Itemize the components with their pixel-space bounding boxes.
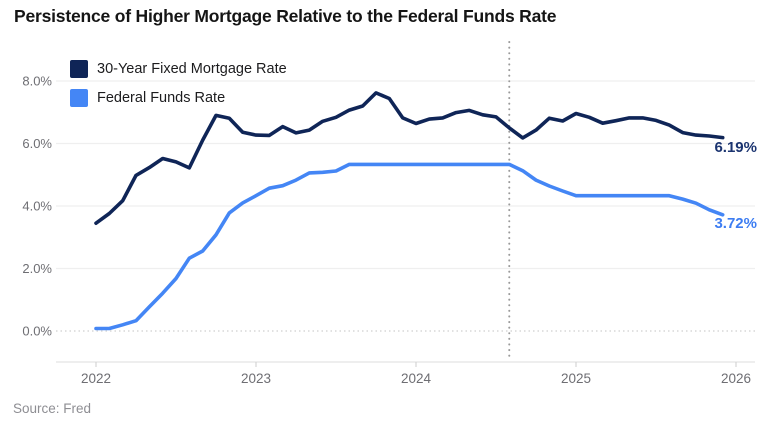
svg-text:2022: 2022 — [81, 371, 111, 386]
chart-title: Persistence of Higher Mortgage Relative … — [14, 6, 557, 26]
legend-item-fed-funds: Federal Funds Rate — [70, 88, 287, 107]
legend-swatch-mortgage-icon — [70, 59, 88, 78]
svg-text:2023: 2023 — [241, 371, 271, 386]
source-attribution: Source: Fred — [13, 401, 92, 416]
svg-text:2025: 2025 — [561, 371, 591, 386]
fed-funds-end-value-label: 3.72% — [714, 215, 757, 232]
mortgage-end-value-label: 6.19% — [714, 139, 757, 156]
legend-item-mortgage: 30-Year Fixed Mortgage Rate — [70, 59, 287, 78]
legend-label-fed-funds: Federal Funds Rate — [97, 89, 226, 106]
svg-text:6.0%: 6.0% — [22, 136, 52, 151]
svg-text:2026: 2026 — [721, 371, 751, 386]
legend-label-mortgage: 30-Year Fixed Mortgage Rate — [97, 60, 287, 77]
svg-text:2.0%: 2.0% — [22, 261, 52, 276]
svg-text:2024: 2024 — [401, 371, 432, 386]
svg-text:0.0%: 0.0% — [22, 324, 52, 339]
svg-text:8.0%: 8.0% — [22, 74, 52, 89]
svg-text:4.0%: 4.0% — [22, 199, 52, 214]
legend-swatch-fed-funds-icon — [70, 88, 88, 107]
chart-legend: 30-Year Fixed Mortgage Rate Federal Fund… — [70, 59, 287, 117]
